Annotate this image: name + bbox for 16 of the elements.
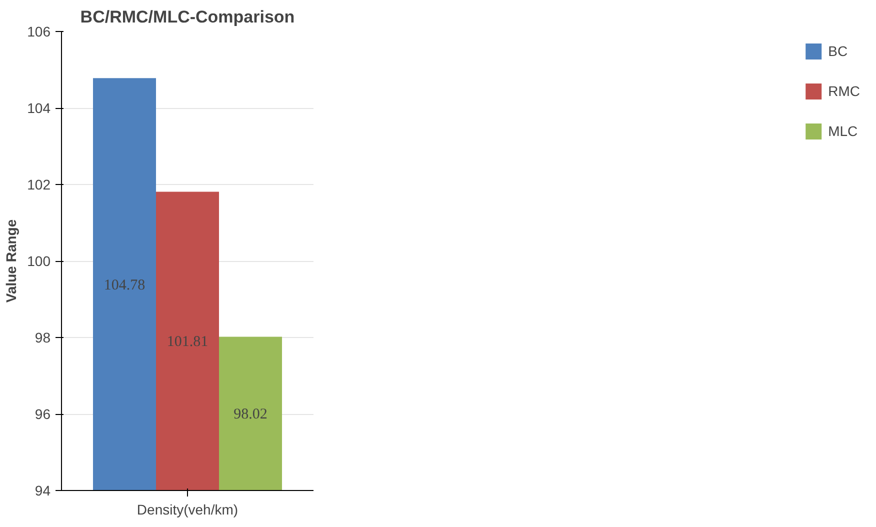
y-axis-title: Value Range	[3, 219, 20, 303]
legend-label: BC	[828, 43, 848, 59]
chart-title: BC/RMC/MLC-Comparison	[80, 8, 295, 26]
y-tick-label: 106	[27, 24, 51, 40]
y-tick-label: 98	[34, 330, 51, 346]
y-tick-label: 100	[27, 253, 51, 269]
legend-label: MLC	[828, 123, 858, 139]
data-label: 101.81	[166, 334, 208, 350]
y-tick-label: 102	[27, 176, 51, 192]
y-tick-label: 96	[34, 406, 51, 422]
legend-label: RMC	[828, 83, 860, 99]
y-tick-label: 94	[34, 482, 51, 498]
data-label: 98.02	[234, 406, 268, 423]
x-axis-title: Density(veh/km)	[136, 502, 238, 518]
data-label: 104.78	[104, 277, 146, 294]
y-tick-label: 104	[27, 100, 51, 116]
